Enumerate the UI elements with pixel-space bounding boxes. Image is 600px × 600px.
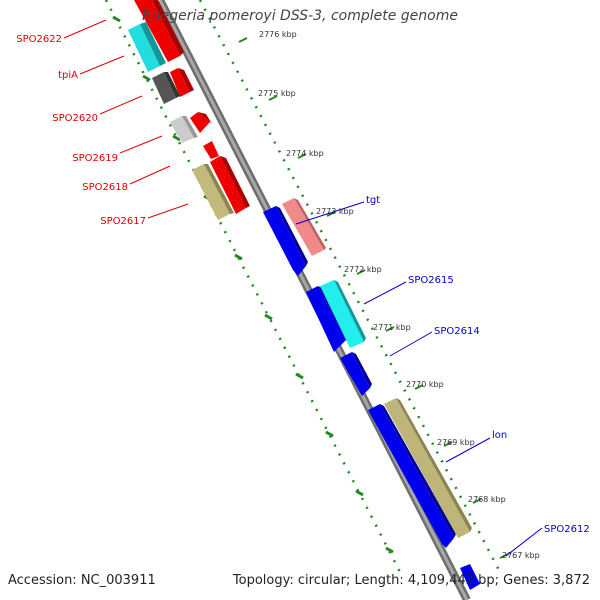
- gene-label-spo2618: SPO2618: [82, 182, 128, 193]
- scale-label: 2767 kbp: [502, 551, 540, 560]
- scale-label: 2768 kbp: [468, 495, 506, 504]
- gene-spo2620: [190, 112, 210, 133]
- gene-label-spo2620: SPO2620: [52, 113, 98, 124]
- gene-spo2615: [320, 280, 364, 348]
- map-title: Ruegeria pomeroyi DSS-3, complete genome: [142, 8, 458, 24]
- gene-spo2612: [460, 564, 480, 590]
- right-leaders: [295, 201, 543, 557]
- tick-track-left: [104, 0, 402, 573]
- gene-label-lon: lon: [492, 430, 507, 441]
- gene-label-tpia: tpiA: [58, 70, 78, 81]
- gene-label-spo2617: SPO2617: [100, 216, 146, 227]
- tick-track-right: [198, 0, 502, 573]
- scale-label: 2776 kbp: [259, 30, 297, 39]
- scale-ticks-right: [238, 37, 509, 559]
- left-genes: [128, 0, 250, 220]
- gene-spo2622: [134, 0, 180, 62]
- accession-text: Accession: NC_003911: [8, 573, 156, 588]
- gene-label-spo2622: SPO2622: [16, 34, 62, 45]
- gene-spo2614: [340, 352, 370, 396]
- gene-tgt: [282, 198, 324, 256]
- scale-label: 2769 kbp: [437, 438, 475, 447]
- topology-text: Topology: circular; Length: 4,109,442 bp…: [232, 573, 590, 588]
- gene-spo2617: [192, 164, 230, 220]
- gene-blue-2: [306, 286, 346, 352]
- gene-tpia: [170, 68, 190, 97]
- scale-label: 2772 kbp: [344, 265, 382, 274]
- gene-lon-blue: [368, 404, 454, 548]
- scale-label: 2770 kbp: [406, 380, 444, 389]
- left-leaders: [63, 19, 189, 219]
- gene-label-spo2619: SPO2619: [72, 153, 118, 164]
- gene-cyan-block: [128, 24, 160, 72]
- gene-label-spo2615: SPO2615: [408, 275, 454, 286]
- gene-lon: [384, 398, 470, 538]
- gene-blue-1: [263, 206, 306, 276]
- gene-spo2618: [210, 156, 246, 214]
- gene-grey-dark: [152, 72, 176, 104]
- scale-label: 2774 kbp: [286, 149, 324, 158]
- gene-label-tgt: tgt: [366, 195, 380, 206]
- scale-label: 2771 kbp: [373, 323, 411, 332]
- gene-spo2619: [203, 141, 219, 159]
- gene-label-spo2614: SPO2614: [434, 326, 480, 337]
- gene-label-spo2612: SPO2612: [544, 524, 590, 535]
- scale-label: 2775 kbp: [258, 89, 296, 98]
- right-genes: [263, 198, 480, 590]
- gene-grey-light: [170, 116, 194, 143]
